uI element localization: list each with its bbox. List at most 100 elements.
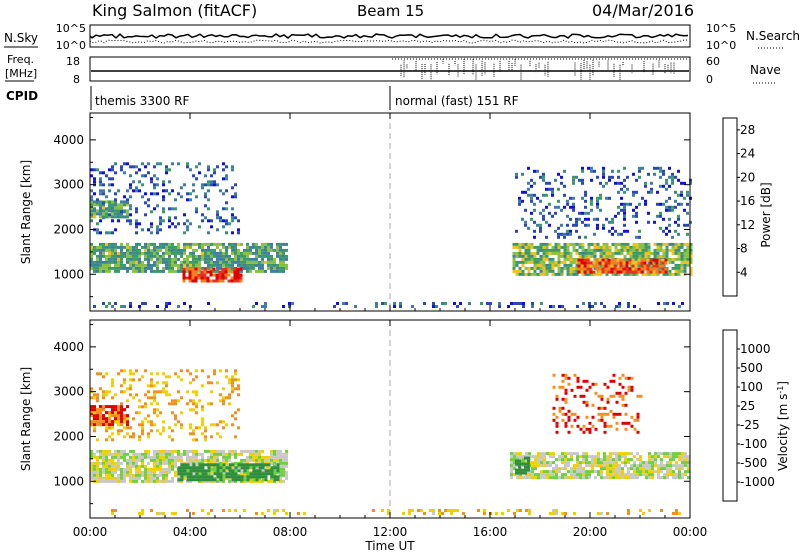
data-cell xyxy=(135,189,138,193)
data-cell xyxy=(99,408,102,412)
data-cell xyxy=(680,257,684,261)
data-cell xyxy=(602,184,605,188)
data-cell xyxy=(111,203,114,207)
data-cell xyxy=(518,462,521,466)
data-cell xyxy=(606,412,610,416)
data-cell xyxy=(539,229,542,233)
data-cell xyxy=(587,254,591,258)
data-cell xyxy=(569,257,573,261)
data-cell xyxy=(606,397,610,401)
data-cell xyxy=(636,470,639,474)
data-cell xyxy=(246,245,249,249)
data-cell xyxy=(689,248,693,252)
data-cell xyxy=(399,305,402,308)
data-cell xyxy=(564,424,568,428)
data-cell xyxy=(93,423,96,427)
data-cell xyxy=(210,435,213,439)
data-cell xyxy=(639,464,642,468)
data-cell xyxy=(258,476,261,480)
data-cell xyxy=(177,472,181,476)
data-cell xyxy=(564,512,567,515)
data-cell xyxy=(105,209,108,213)
data-cell xyxy=(174,473,177,477)
data-cell xyxy=(637,270,641,274)
data-cell xyxy=(548,181,551,185)
data-cell xyxy=(120,408,123,412)
data-cell xyxy=(108,414,111,418)
data-cell xyxy=(276,452,279,456)
data-cell xyxy=(219,472,223,476)
data-cell xyxy=(204,479,207,483)
data-cell xyxy=(129,222,132,226)
data-cell xyxy=(582,394,586,398)
data-cell xyxy=(585,388,589,392)
data-cell xyxy=(153,467,156,471)
data-cell xyxy=(126,203,129,207)
data-cell xyxy=(687,455,690,459)
data-cell xyxy=(210,219,213,223)
data-cell xyxy=(600,470,603,474)
data-cell xyxy=(249,266,252,270)
data-cell xyxy=(189,399,192,403)
data-cell xyxy=(162,251,165,255)
data-cell xyxy=(180,396,183,400)
data-cell xyxy=(282,269,285,273)
data-cell xyxy=(663,302,666,305)
data-cell xyxy=(108,200,111,204)
data-cell xyxy=(672,470,675,474)
data-cell xyxy=(132,189,135,193)
data-cell xyxy=(189,245,192,249)
data-cell xyxy=(566,202,569,206)
data-cell xyxy=(234,455,237,459)
data-cell xyxy=(186,452,189,456)
data-cell xyxy=(512,257,516,261)
data-cell xyxy=(533,260,537,264)
data-cell xyxy=(183,473,186,477)
data-cell xyxy=(93,420,96,424)
data-cell xyxy=(570,424,574,428)
data-cell xyxy=(201,186,204,190)
data-cell xyxy=(150,192,153,196)
data-cell xyxy=(662,169,665,173)
data-cell xyxy=(525,452,528,456)
data-cell xyxy=(135,473,138,477)
data-cell xyxy=(237,452,240,456)
data-cell xyxy=(599,193,602,197)
data-cell xyxy=(195,195,198,199)
data-cell xyxy=(618,467,621,471)
data-cell xyxy=(264,478,268,482)
data-cell xyxy=(201,432,204,436)
data-cell xyxy=(192,390,195,394)
data-cell xyxy=(581,181,584,185)
data-cell xyxy=(249,263,252,267)
data-cell xyxy=(186,472,190,476)
data-cell xyxy=(120,254,123,258)
data-cell xyxy=(652,264,656,268)
data-cell xyxy=(212,267,216,271)
data-cell xyxy=(557,266,561,270)
data-cell xyxy=(588,476,591,480)
data-cell xyxy=(567,458,570,462)
data-cell xyxy=(539,226,542,230)
data-cell xyxy=(596,226,599,230)
data-cell xyxy=(591,305,594,308)
data-cell xyxy=(611,242,615,246)
data-cell xyxy=(249,245,252,249)
data-cell xyxy=(432,305,435,308)
data-cell xyxy=(165,393,168,397)
data-cell xyxy=(210,390,213,394)
data-cell xyxy=(177,478,181,482)
data-cell xyxy=(273,452,276,456)
data-cell xyxy=(150,254,153,258)
data-cell xyxy=(671,208,674,212)
data-cell xyxy=(126,189,129,193)
data-cell xyxy=(126,414,129,418)
data-cell xyxy=(432,512,435,515)
data-cell xyxy=(126,432,129,436)
data-cell xyxy=(387,512,390,515)
data-cell xyxy=(664,267,668,271)
data-cell xyxy=(513,458,516,462)
data-cell xyxy=(534,461,537,465)
data-cell xyxy=(96,473,99,477)
data-cell xyxy=(90,200,93,204)
